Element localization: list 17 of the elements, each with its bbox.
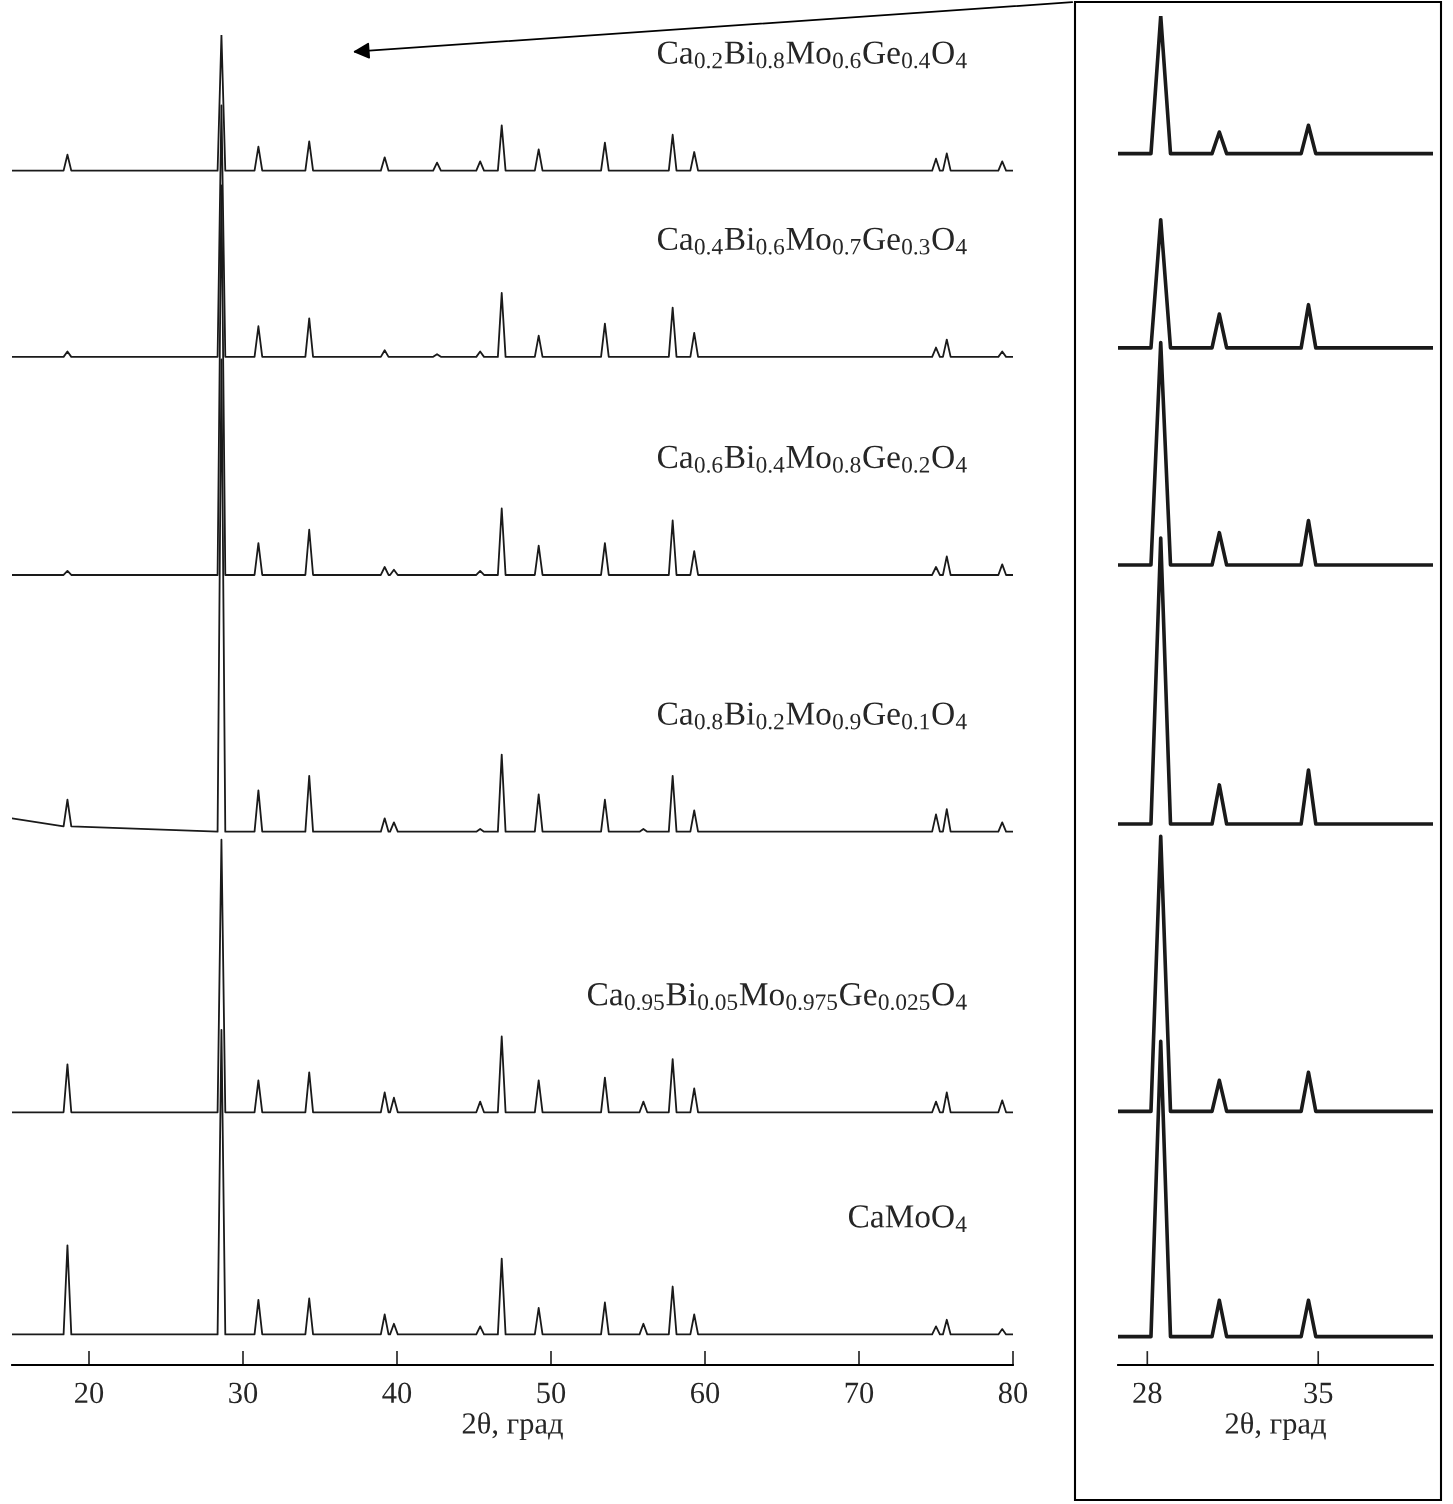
- x-tick-label: 70: [845, 1382, 874, 1404]
- x-tick-label: 28: [1133, 1382, 1162, 1404]
- text: Ca$_{0.4}$Bi$_{0.6}$Mo$_{0.7}$Ge$_{0.3}$O$_{4}$: [657, 227, 967, 255]
- text: Ca$_{0.2}$Bi$_{0.8}$Mo$_{0.6}$Ge$_{0.4}$O$_{4}$: [657, 41, 967, 69]
- x-tick-label: 30: [229, 1382, 258, 1404]
- x-tick-label: 60: [691, 1382, 720, 1404]
- text: CaMoO$_{4}$: [848, 1205, 967, 1232]
- x-tick-label: 40: [382, 1382, 412, 1404]
- text: Ca$_{0.8}$Bi$_{0.2}$Mo$_{0.9}$Ge$_{0.1}$O$_{4}$: [657, 702, 967, 730]
- x-tick-label: 80: [998, 1382, 1028, 1404]
- x-axis-title: 2θ, град: [462, 1412, 563, 1441]
- x-tick-label: 35: [1304, 1382, 1333, 1404]
- text: Ca$_{0.6}$Bi$_{0.4}$Mo$_{0.8}$Ge$_{0.2}$O$_{4}$: [657, 445, 967, 473]
- text: Ca$_{0.95}$Bi$_{0.05}$Mo$_{0.975}$Ge$_{0.025}$O$_{4}$: [587, 983, 967, 1011]
- x-axis-title: 2θ, град: [1225, 1412, 1326, 1441]
- x-tick-label: 50: [537, 1382, 566, 1404]
- x-tick-label: 20: [75, 1382, 104, 1404]
